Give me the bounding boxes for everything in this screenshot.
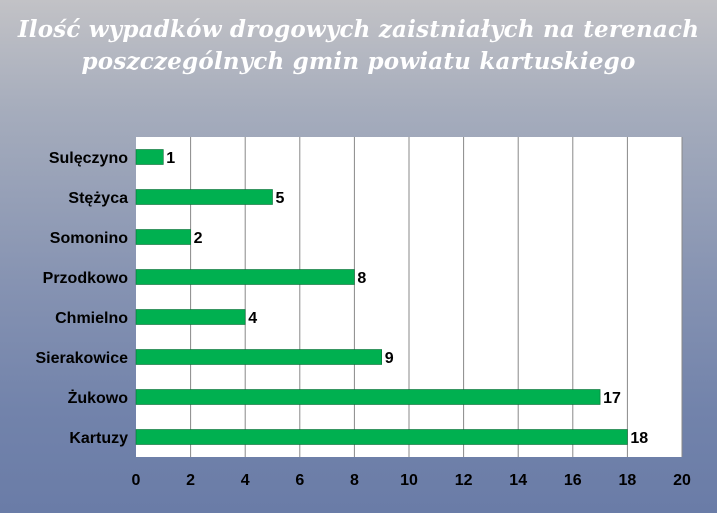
data-label: 9: [385, 350, 394, 367]
category-label: Stężyca: [68, 190, 128, 207]
x-tick-label: 4: [241, 472, 250, 489]
x-tick-label: 18: [619, 472, 637, 489]
x-tick-label: 0: [132, 472, 141, 489]
data-label: 2: [194, 230, 203, 247]
data-label: 18: [630, 430, 648, 447]
bar: [135, 349, 382, 365]
bars: [135, 149, 628, 445]
data-label: 17: [603, 390, 621, 407]
data-label: 5: [276, 190, 285, 207]
bar: [135, 429, 628, 445]
category-label: Sulęczyno: [49, 150, 128, 167]
category-label: Przodkowo: [43, 270, 129, 287]
category-labels: Sulęczyno Stężyca Somonino Przodkowo Chmieln…: [36, 150, 129, 447]
bar: [135, 229, 191, 245]
x-tick-label: 20: [673, 472, 691, 489]
category-label: Żukowo: [68, 389, 129, 407]
x-tick-label: 14: [509, 472, 527, 489]
data-label: 8: [357, 270, 366, 287]
category-label: Somonino: [50, 230, 128, 247]
bar: [135, 269, 355, 285]
data-label: 1: [166, 150, 175, 167]
data-labels: 1 5 2 8 4 9 17 18: [166, 150, 648, 447]
bar: [135, 149, 164, 165]
x-axis-ticks: 0 2 4 6 8 10 12 14 16 18 20: [132, 472, 691, 489]
category-label: Chmielno: [55, 310, 128, 327]
x-tick-label: 10: [400, 472, 418, 489]
data-label: 4: [248, 310, 257, 327]
x-tick-label: 6: [295, 472, 304, 489]
x-tick-label: 8: [350, 472, 359, 489]
category-label: Sierakowice: [36, 350, 129, 367]
x-tick-label: 2: [186, 472, 195, 489]
bar: [135, 189, 273, 205]
category-label: Kartuzy: [69, 430, 128, 447]
bar: [135, 389, 601, 405]
bar: [135, 309, 246, 325]
x-tick-label: 16: [564, 472, 582, 489]
chart-title: Ilość wypadków drogowych zaistniałych na…: [0, 14, 717, 78]
x-tick-label: 12: [455, 472, 473, 489]
chart-title-line-1: Ilość wypadków drogowych zaistniałych na…: [17, 16, 700, 43]
chart-title-line-2: poszczególnych gmin powiatu kartuskiego: [81, 48, 636, 75]
